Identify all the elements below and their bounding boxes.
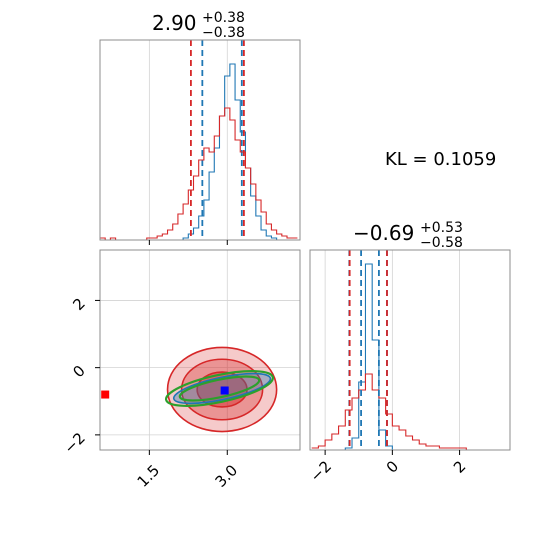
hist-series-1 <box>311 373 507 451</box>
hist-p1-title: 2.90 +0.38 −0.38 <box>152 10 245 41</box>
x-tick-label: 2 <box>450 457 469 476</box>
axes-frame <box>309 249 511 451</box>
hist-p1-minus: −0.38 <box>202 25 245 41</box>
hist-p1-median: 2.90 <box>152 11 197 35</box>
kl-annotation: KL = 0.1059 <box>385 149 496 170</box>
hist-p1-plus: +0.38 <box>202 10 245 26</box>
hist-p2-minus: −0.58 <box>420 235 463 251</box>
axes-frame <box>99 249 301 451</box>
hist-p2-plus: +0.53 <box>420 220 463 236</box>
contour-green-level-0 <box>164 370 275 407</box>
hist-p2-median: −0.69 <box>353 221 414 245</box>
hist-series-0 <box>100 63 298 241</box>
x-tick-label: 1.5 <box>134 461 164 491</box>
y-tick-label: 0 <box>69 362 88 381</box>
truth-marker <box>101 390 110 399</box>
hist-p2-axes: −2 0 2 <box>307 249 511 486</box>
axes-frame <box>99 39 301 241</box>
contour-green-level-1 <box>178 375 261 402</box>
mean-marker <box>220 386 229 395</box>
x-tick-label: 3.0 <box>212 461 242 491</box>
x-tick-label: −2 <box>307 457 335 485</box>
scatter-p1-p2-axes: 1.5 3.0 −2 0 2 <box>60 249 301 491</box>
hist-p2-title: −0.69 +0.53 −0.58 <box>353 220 463 251</box>
hist-series-0 <box>311 263 507 451</box>
x-tick-label: 0 <box>383 457 402 476</box>
hist-p1-axes <box>99 39 301 245</box>
y-tick-label: −2 <box>60 429 88 457</box>
y-tick-label: 2 <box>69 295 88 314</box>
